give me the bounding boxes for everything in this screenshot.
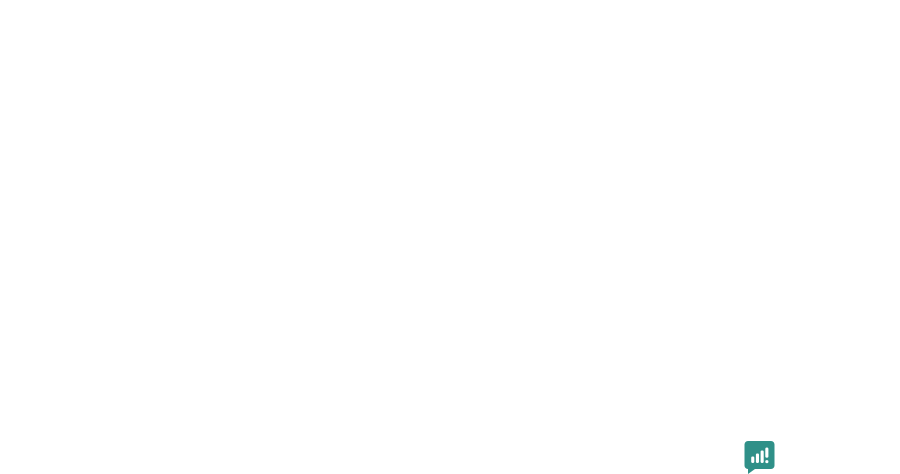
newsworthy-logo — [744, 440, 782, 474]
newsworthy-logo-icon — [744, 441, 775, 474]
